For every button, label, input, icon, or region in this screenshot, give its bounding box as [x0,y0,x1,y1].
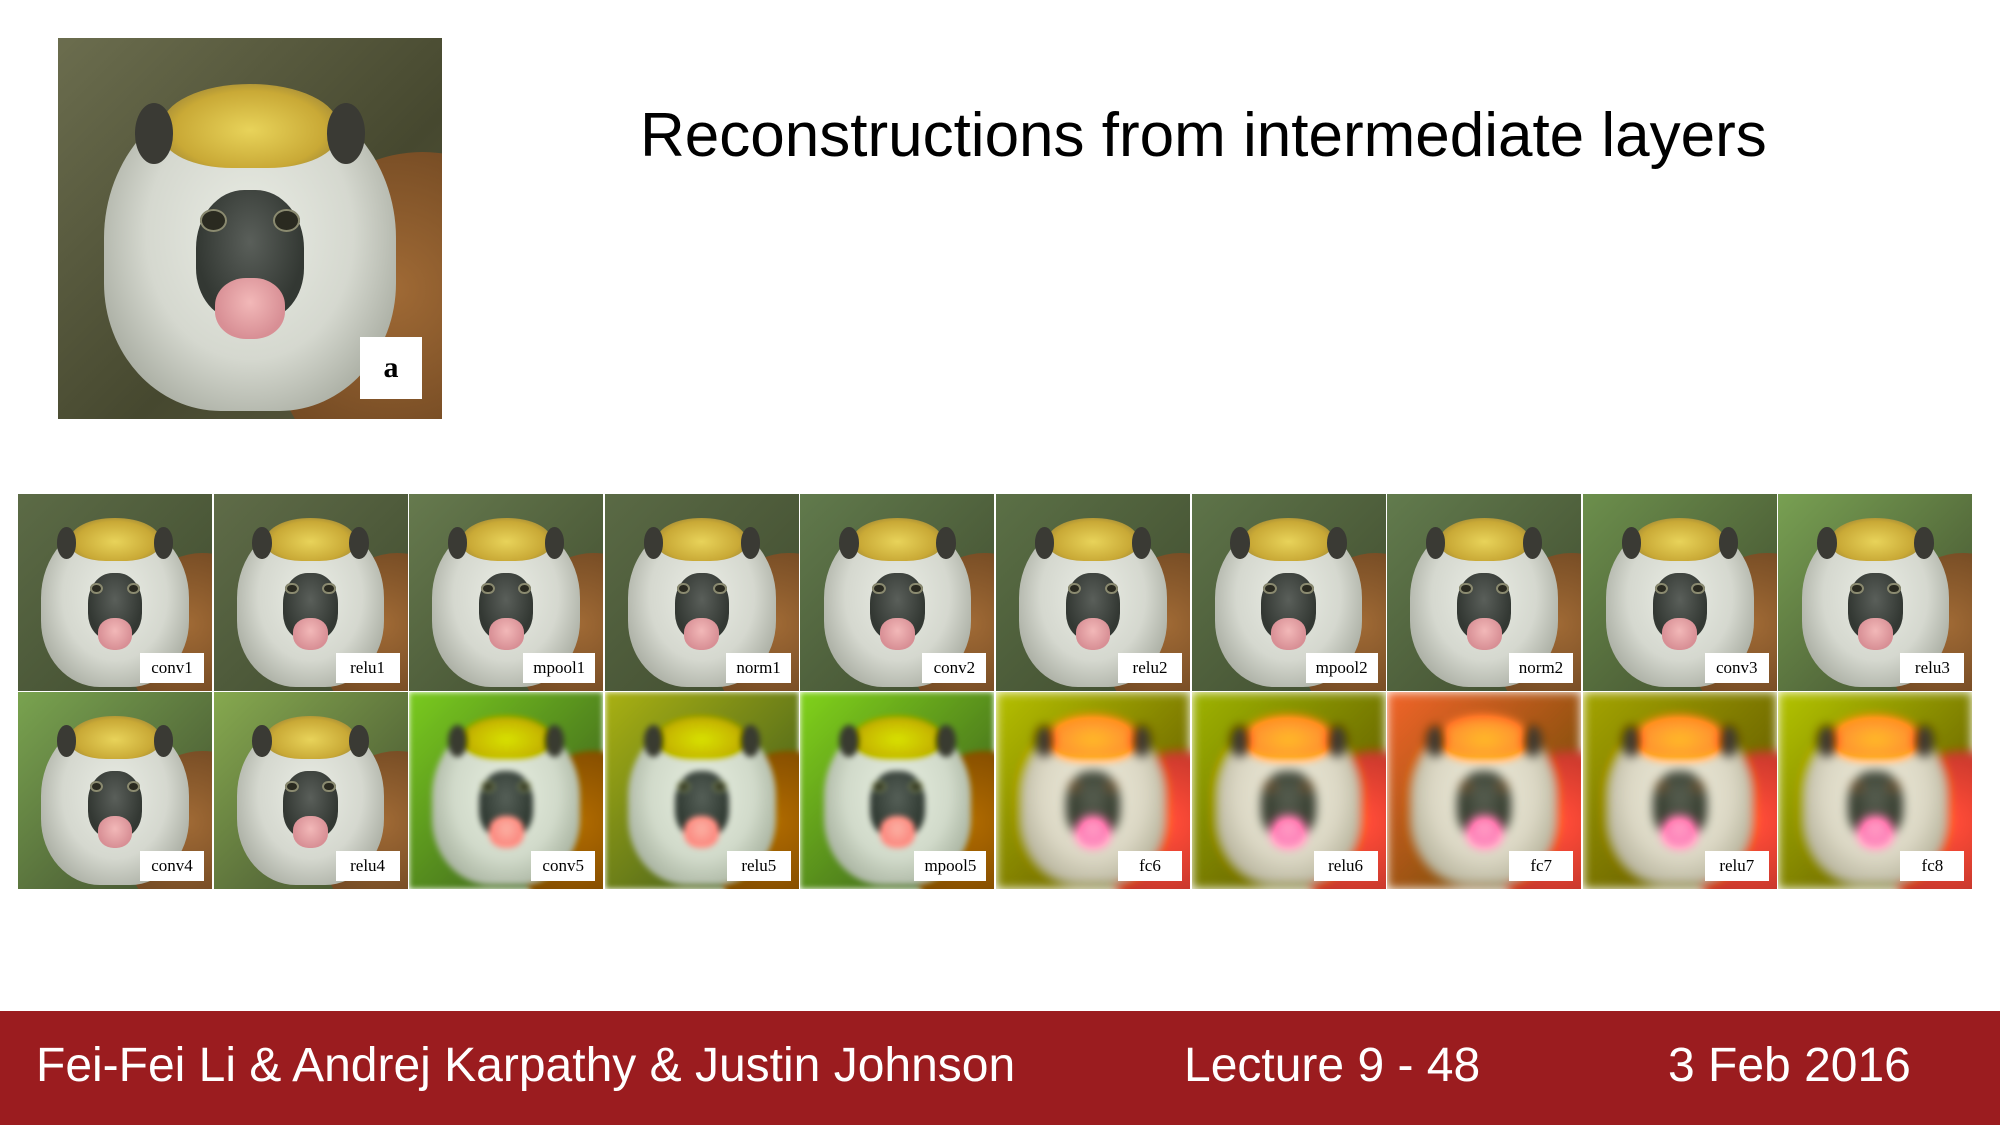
reconstruction-conv3: conv3 [1582,494,1777,691]
reconstruction-conv1: conv1 [18,494,212,691]
original-monkey-image: a [58,38,442,419]
layer-label: conv1 [140,653,204,683]
reconstruction-relu6: relu6 [1191,692,1386,889]
layer-label: mpool1 [523,653,596,683]
reconstruction-conv5: conv5 [409,692,604,889]
reconstruction-relu7: relu7 [1582,692,1777,889]
reconstruction-relu1: relu1 [213,494,408,691]
layer-label: conv5 [531,851,596,881]
footer-bar: Fei-Fei Li & Andrej Karpathy & Justin Jo… [0,1011,2000,1125]
layer-label: conv2 [922,653,987,683]
reconstruction-mpool5: mpool5 [800,692,995,889]
reconstruction-norm2: norm2 [1387,494,1582,691]
layer-label: relu6 [1313,851,1378,881]
reconstruction-relu2: relu2 [996,494,1190,691]
layer-label: conv3 [1704,653,1769,683]
layer-label: fc6 [1118,851,1182,881]
reconstruction-relu5: relu5 [604,692,799,889]
layer-label: relu2 [1118,653,1182,683]
reconstruction-norm1: norm1 [604,494,799,691]
reconstruction-mpool1: mpool1 [409,494,604,691]
reconstruction-grid: conv1 relu1 mpool1 norm1 conv2 relu2 mpool2 nor… [18,494,1974,890]
layer-label: conv4 [140,851,204,881]
reconstruction-fc7: fc7 [1387,692,1582,889]
layer-label: mpool5 [914,851,987,881]
slide-title: Reconstructions from intermediate layers [640,101,1767,170]
layer-label: relu7 [1704,851,1769,881]
reconstruction-conv4: conv4 [18,692,212,889]
reconstruction-mpool2: mpool2 [1191,494,1386,691]
reconstruction-relu3: relu3 [1778,494,1973,691]
reconstruction-fc6: fc6 [996,692,1190,889]
footer-date: 3 Feb 2016 [1668,1039,1911,1092]
layer-label: fc8 [1900,851,1965,881]
layer-label: relu5 [726,851,791,881]
layer-label: relu1 [335,653,400,683]
layer-label: relu4 [335,851,400,881]
reconstruction-relu4: relu4 [213,692,408,889]
layer-label: fc7 [1509,851,1574,881]
layer-label: norm1 [726,653,791,683]
reconstruction-fc8: fc8 [1778,692,1973,889]
reconstruction-conv2: conv2 [800,494,995,691]
original-label: a [360,337,422,399]
footer-lecture: Lecture 9 - 48 [1184,1039,1481,1092]
layer-label: norm2 [1508,653,1574,683]
footer-authors: Fei-Fei Li & Andrej Karpathy & Justin Jo… [36,1039,1016,1092]
layer-label: mpool2 [1305,653,1378,683]
layer-label: relu3 [1900,653,1965,683]
